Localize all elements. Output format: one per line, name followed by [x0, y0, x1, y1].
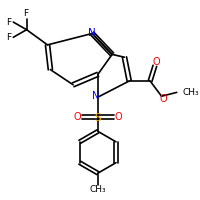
Text: F: F — [6, 18, 11, 27]
Text: O: O — [153, 57, 161, 67]
Text: O: O — [73, 112, 81, 122]
Text: N: N — [88, 28, 96, 38]
Text: N: N — [92, 91, 100, 101]
Text: F: F — [6, 33, 11, 42]
Text: S: S — [95, 113, 101, 123]
Text: O: O — [115, 112, 123, 122]
Text: CH₃: CH₃ — [182, 88, 199, 97]
Text: CH₃: CH₃ — [90, 185, 106, 194]
Text: O: O — [160, 94, 167, 104]
Text: F: F — [23, 9, 28, 18]
